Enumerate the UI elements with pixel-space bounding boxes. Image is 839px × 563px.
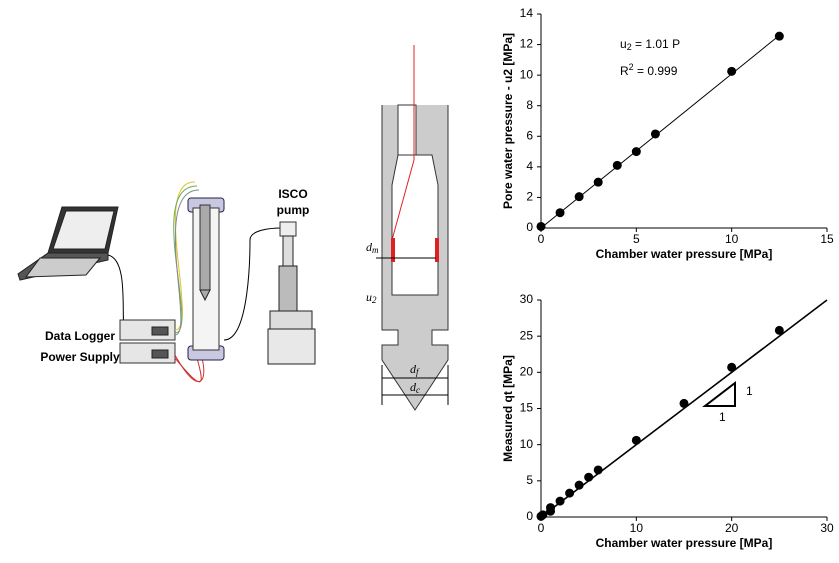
data-point — [593, 465, 603, 475]
y-axis-label: Pore water pressure - u2 [MPa] — [501, 33, 515, 209]
y-axis-label: Measured qt [MPa] — [501, 355, 515, 462]
y-tick-label: 25 — [520, 328, 534, 342]
y-tick-label: 20 — [520, 365, 534, 379]
x-tick-label: 15 — [820, 232, 834, 246]
data-point — [555, 208, 565, 218]
y-tick-label: 8 — [526, 98, 533, 112]
schematic — [17, 45, 449, 411]
plot-frame — [541, 14, 827, 228]
data-point — [565, 488, 575, 498]
x-tick-label: 10 — [630, 521, 644, 535]
x-axis-label: Chamber water pressure [MPa] — [596, 536, 773, 550]
data-point — [536, 221, 546, 231]
y-tick-label: 6 — [526, 128, 533, 142]
y-tick-label: 0 — [526, 509, 533, 523]
data-point — [650, 129, 660, 139]
data-point — [593, 177, 603, 187]
x-tick-label: 0 — [538, 521, 545, 535]
data-point — [612, 160, 622, 170]
dm-label: dm — [366, 240, 379, 255]
logger-label: Data Logger — [45, 329, 115, 343]
y-tick-label: 12 — [520, 37, 534, 51]
y-tick-label: 4 — [526, 159, 533, 173]
y-tick-label: 0 — [526, 220, 533, 234]
slope-label: 1 — [719, 410, 726, 424]
y-tick-label: 5 — [526, 473, 533, 487]
power-label: Power Supply — [40, 350, 120, 364]
data-point — [774, 31, 784, 41]
data-point — [555, 496, 565, 506]
slope-triangle — [702, 380, 736, 407]
data-point — [584, 472, 594, 482]
data-point — [574, 192, 584, 202]
data-point — [774, 325, 784, 335]
y-tick-label: 10 — [520, 67, 534, 81]
data-point — [679, 398, 689, 408]
data-point — [546, 503, 556, 513]
df-label: df — [410, 362, 420, 377]
r-squared: R2 = 0.999 — [620, 62, 678, 78]
equation: u2 = 1.01 P — [620, 37, 680, 52]
y-tick-label: 10 — [520, 437, 534, 451]
x-axis-label: Chamber water pressure [MPa] — [596, 247, 773, 261]
data-point — [631, 147, 641, 157]
y-tick-label: 14 — [520, 6, 534, 20]
x-tick-label: 30 — [820, 521, 834, 535]
x-tick-label: 20 — [725, 521, 739, 535]
y-tick-label: 15 — [520, 401, 534, 415]
data-point — [538, 510, 548, 520]
u2-label: u2 — [366, 290, 377, 305]
data-point — [727, 66, 737, 76]
pump-label: ISCO — [278, 187, 307, 201]
x-tick-label: 5 — [633, 232, 640, 246]
y-tick-label: 30 — [520, 292, 534, 306]
data-point — [727, 362, 737, 372]
x-tick-label: 10 — [725, 232, 739, 246]
x-tick-label: 0 — [538, 232, 545, 246]
y-tick-label: 2 — [526, 190, 533, 204]
pump-label: pump — [277, 203, 310, 217]
slope-label: 1 — [746, 384, 753, 398]
dc-label: dc — [410, 380, 420, 395]
data-point — [631, 435, 641, 445]
data-point — [574, 480, 584, 490]
fit-line — [540, 299, 828, 518]
